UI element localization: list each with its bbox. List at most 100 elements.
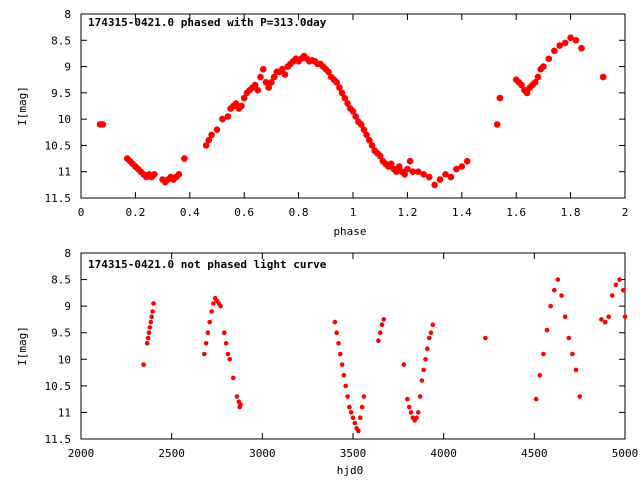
unphased-data-point [150, 309, 155, 314]
phased-plot-frame [80, 13, 626, 199]
unphased-data-point [341, 372, 347, 378]
phased-data-point [232, 100, 240, 107]
phased-data-point [336, 84, 343, 91]
unphased-data-point [401, 362, 407, 367]
unphased-data-point [238, 402, 243, 407]
unphased-data-point [408, 410, 414, 415]
phased-data-point [409, 168, 417, 175]
phased-data-point [208, 131, 215, 139]
unphased-data-point [147, 325, 153, 330]
phased-data-point [254, 86, 262, 94]
unphased-y-tick-label: 9.5 [51, 327, 71, 340]
unphased-data-point [234, 394, 240, 399]
unphased-data-point [419, 378, 425, 383]
unphased-data-point [227, 357, 232, 362]
unphased-data-point [426, 335, 432, 341]
unphased-data-point [544, 327, 550, 333]
unphased-data-point [414, 415, 419, 421]
unphased-y-tick-label: 10.5 [45, 380, 72, 393]
unphased-data-point [358, 415, 363, 421]
phased-data-point [572, 37, 580, 44]
unphased-data-point [361, 394, 367, 399]
unphased-data-point [144, 341, 150, 346]
unphased-data-point [347, 404, 352, 410]
phased-data-point [281, 71, 289, 78]
unphased-data-point [338, 351, 343, 357]
phased-data-point [425, 173, 433, 181]
unphased-data-point [332, 319, 338, 325]
unphased-data-point [336, 341, 341, 346]
phased-data-point [463, 157, 471, 165]
phased-data-point [341, 94, 349, 102]
unphased-data-point [149, 314, 154, 320]
phased-data-point [325, 68, 332, 76]
unphased-x-tick-label: 5000 [612, 447, 639, 460]
unphased-data-point [483, 335, 488, 341]
phased-y-axis-label: I[mag] [16, 86, 29, 126]
phased-data-point [213, 126, 221, 133]
phased-x-tick-label: 1.6 [506, 206, 526, 219]
phased-data-point [493, 121, 501, 128]
unphased-data-point [348, 410, 354, 415]
phased-data-point [366, 136, 373, 144]
phased-data-point [357, 121, 365, 128]
phased-x-tick-label: 1.4 [452, 206, 472, 219]
unphased-data-point [428, 330, 434, 336]
unphased-data-point [145, 335, 151, 341]
phased-data-point [518, 81, 525, 89]
phased-data-point [257, 73, 264, 81]
phased-data-point [376, 152, 384, 160]
unphased-data-point [379, 322, 385, 328]
phased-data-point [393, 168, 400, 175]
phased-data-point [420, 171, 428, 178]
unphased-data-point [231, 375, 236, 381]
unphased-y-tick-label: 11 [58, 406, 71, 419]
unphased-x-tick-label: 2500 [158, 447, 185, 460]
phased-data-point [151, 171, 158, 178]
phased-y-tick-label: 9.5 [51, 87, 71, 100]
unphased-data-point [406, 404, 412, 410]
unphased-data-point [417, 394, 423, 399]
unphased-data-point [548, 303, 553, 309]
phased-data-point [344, 100, 351, 107]
phased-points [96, 34, 607, 189]
unphased-points [141, 277, 628, 434]
phased-data-point [333, 79, 341, 86]
phased-data-point [251, 81, 259, 89]
phased-data-point [265, 84, 273, 91]
unphased-data-point [146, 330, 152, 336]
unphased-data-point [356, 428, 361, 434]
phased-data-point [349, 108, 357, 115]
unphased-data-point [620, 287, 626, 293]
unphased-data-point [207, 319, 212, 325]
unphased-data-point [555, 277, 561, 282]
unphased-data-point [421, 367, 427, 373]
phased-data-point [458, 163, 466, 170]
phased-data-point [395, 163, 403, 170]
phased-x-tick-label: 1 [350, 206, 357, 219]
unphased-data-point [562, 314, 568, 320]
phased-data-point [523, 89, 531, 97]
unphased-data-point [211, 301, 216, 306]
unphased-data-point [430, 322, 436, 328]
unphased-data-point [376, 338, 381, 344]
unphased-data-point [602, 319, 608, 325]
phased-data-point [279, 65, 286, 73]
phased-data-point [262, 79, 270, 86]
phased-data-point [268, 79, 275, 86]
unphased-data-point [343, 383, 349, 389]
phased-data-point [259, 65, 267, 73]
unphased-data-point [622, 314, 628, 320]
phased-data-point [442, 171, 449, 178]
phased-x-tick-label: 1.2 [397, 206, 417, 219]
unphased-data-point [339, 362, 345, 367]
unphased-y-tick-label: 8 [64, 247, 71, 260]
unphased-x-axis-label: hjd0 [337, 464, 364, 477]
phased-data-point [240, 94, 248, 102]
phased-data-point [540, 63, 547, 70]
unphased-y-tick-label: 10 [58, 353, 71, 366]
unphased-y-tick-label: 11.5 [45, 433, 72, 446]
unphased-data-point [425, 346, 430, 352]
unphased-data-point [151, 301, 156, 306]
phased-x-tick-label: 0 [78, 206, 85, 219]
